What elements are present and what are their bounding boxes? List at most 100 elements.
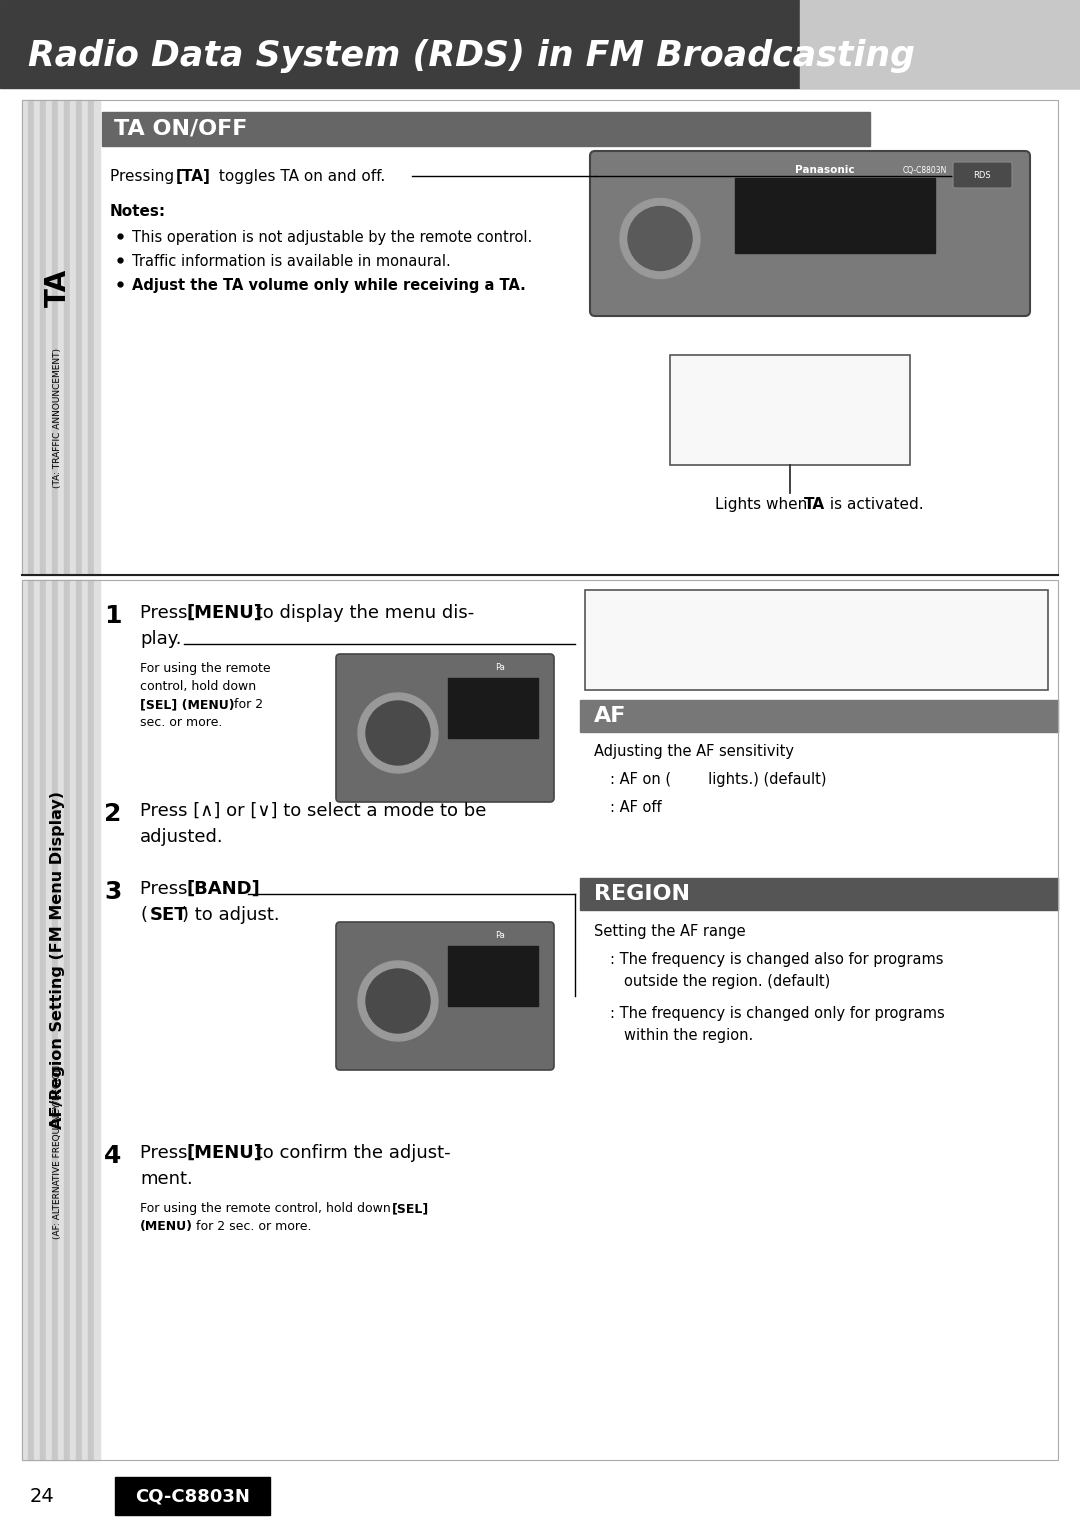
Text: Panasonic: Panasonic	[795, 165, 854, 175]
Bar	[94, 580, 100, 1460]
Text: For using the remote control, hold down: For using the remote control, hold down	[140, 1202, 395, 1215]
FancyBboxPatch shape	[336, 922, 554, 1070]
Text: ) to adjust.: ) to adjust.	[183, 906, 280, 925]
Text: within the region.: within the region.	[624, 1029, 753, 1042]
Text: Traffic information is available in monaural.: Traffic information is available in mona…	[132, 253, 450, 269]
Bar	[585, 591, 1048, 690]
Text: for 2 sec. or more.: for 2 sec. or more.	[192, 1219, 311, 1233]
Text: Lights when: Lights when	[715, 497, 812, 513]
Bar	[94, 101, 100, 575]
Bar	[28, 580, 33, 1460]
Text: : The frequency is changed only for programs: : The frequency is changed only for prog…	[610, 1006, 945, 1021]
Bar	[28, 101, 33, 575]
Bar	[22, 580, 1058, 1460]
Bar	[33, 580, 40, 1460]
Text: Notes:: Notes:	[110, 204, 166, 220]
Bar	[40, 580, 46, 1460]
Text: : The frequency is changed also for programs: : The frequency is changed also for prog…	[610, 952, 944, 967]
FancyBboxPatch shape	[953, 162, 1012, 188]
Text: For using the remote: For using the remote	[140, 662, 271, 674]
Bar	[46, 580, 52, 1460]
Text: outside the region. (default): outside the region. (default)	[624, 974, 831, 989]
Text: Radio Data System (RDS) in FM Broadcasting: Radio Data System (RDS) in FM Broadcasti…	[28, 40, 915, 73]
Text: SET: SET	[150, 906, 188, 925]
Bar	[580, 877, 1058, 909]
Bar	[580, 700, 1058, 732]
Bar	[22, 580, 28, 1460]
Bar	[46, 101, 52, 575]
Circle shape	[366, 700, 430, 765]
Bar	[82, 101, 87, 575]
Bar	[82, 580, 87, 1460]
Text: Adjust the TA volume only while receiving a TA.: Adjust the TA volume only while receivin…	[132, 278, 526, 293]
Text: sec. or more.: sec. or more.	[140, 716, 222, 729]
Bar	[670, 356, 910, 465]
Text: : AF off: : AF off	[610, 800, 662, 815]
Text: (MENU): (MENU)	[140, 1219, 193, 1233]
Bar	[448, 678, 538, 739]
Circle shape	[620, 198, 700, 279]
Bar	[40, 101, 46, 575]
Text: CQ-C8803N: CQ-C8803N	[903, 165, 947, 174]
Text: ment.: ment.	[140, 1170, 192, 1189]
Text: AF: AF	[594, 707, 626, 726]
Text: [MENU]: [MENU]	[186, 604, 261, 623]
Bar	[76, 580, 82, 1460]
Text: : AF on (        lights.) (default): : AF on ( lights.) (default)	[610, 772, 826, 787]
Bar	[64, 580, 70, 1460]
Bar	[0, 0, 1080, 89]
Text: Pressing: Pressing	[110, 168, 179, 183]
Bar	[76, 101, 82, 575]
Bar	[64, 101, 70, 575]
Text: [BAND]: [BAND]	[186, 881, 260, 897]
Text: TA: TA	[804, 497, 825, 513]
Bar	[22, 101, 1058, 575]
Text: (TA: TRAFFIC ANNOUNCEMENT): (TA: TRAFFIC ANNOUNCEMENT)	[54, 348, 63, 487]
Text: Press: Press	[140, 881, 193, 897]
FancyBboxPatch shape	[336, 655, 554, 803]
Text: 2: 2	[104, 803, 121, 826]
Text: control, hold down: control, hold down	[140, 681, 256, 693]
Text: play.: play.	[140, 630, 181, 649]
Bar	[87, 101, 94, 575]
Text: [MENU]: [MENU]	[186, 1144, 261, 1161]
Bar	[33, 101, 40, 575]
Text: This operation is not adjustable by the remote control.: This operation is not adjustable by the …	[132, 230, 532, 246]
Text: Press: Press	[140, 1144, 193, 1161]
Circle shape	[357, 961, 438, 1041]
Text: CQ-C8803N: CQ-C8803N	[135, 1488, 249, 1506]
Circle shape	[366, 969, 430, 1033]
Text: for 2: for 2	[230, 697, 264, 711]
Text: [SEL]: [SEL]	[392, 1202, 429, 1215]
Circle shape	[627, 206, 692, 270]
Text: toggles TA on and off.: toggles TA on and off.	[214, 168, 386, 183]
Text: TA ON/OFF: TA ON/OFF	[114, 119, 247, 139]
Bar	[70, 580, 76, 1460]
Text: Press: Press	[140, 604, 193, 623]
Text: RDS: RDS	[973, 171, 990, 180]
Bar	[52, 101, 58, 575]
Text: [TA]: [TA]	[176, 168, 211, 183]
Bar	[800, 0, 1080, 89]
Text: TA: TA	[44, 269, 72, 307]
Bar	[22, 101, 1058, 575]
Text: Press [∧] or [∨] to select a mode to be: Press [∧] or [∨] to select a mode to be	[140, 803, 486, 819]
Text: AF/Region Setting (FM Menu Display): AF/Region Setting (FM Menu Display)	[51, 790, 66, 1129]
Text: REGION: REGION	[594, 884, 690, 903]
Bar	[58, 580, 64, 1460]
Bar	[87, 580, 94, 1460]
Text: adjusted.: adjusted.	[140, 829, 224, 845]
Bar	[22, 580, 1058, 1460]
Text: (: (	[140, 906, 147, 925]
Text: 3: 3	[104, 881, 121, 903]
Bar	[52, 580, 58, 1460]
Text: Setting the AF range: Setting the AF range	[594, 925, 745, 938]
Bar	[735, 179, 935, 253]
Text: to confirm the adjust-: to confirm the adjust-	[249, 1144, 450, 1161]
Bar	[70, 101, 76, 575]
Text: 4: 4	[104, 1144, 121, 1167]
Text: [SEL] (MENU): [SEL] (MENU)	[140, 697, 234, 711]
Text: to display the menu dis-: to display the menu dis-	[249, 604, 474, 623]
Text: 1: 1	[104, 604, 121, 629]
Text: Pa: Pa	[495, 662, 504, 671]
